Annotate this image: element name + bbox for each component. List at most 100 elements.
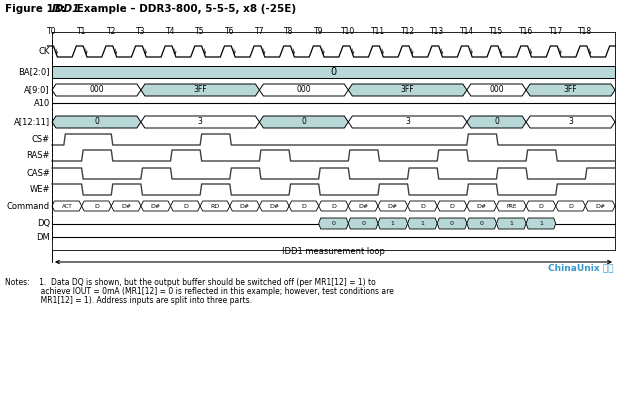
Polygon shape: [260, 84, 349, 96]
Bar: [52, 66, 615, 78]
Text: T15: T15: [489, 27, 503, 36]
Text: 0: 0: [494, 117, 499, 126]
Text: T4: T4: [166, 27, 176, 36]
Polygon shape: [437, 218, 467, 229]
Text: D#: D#: [240, 203, 250, 208]
Polygon shape: [349, 116, 467, 128]
Text: Command: Command: [7, 202, 50, 211]
Text: RAS#: RAS#: [26, 151, 50, 160]
Polygon shape: [556, 201, 586, 211]
Text: D: D: [183, 203, 187, 208]
Text: T13: T13: [430, 27, 445, 36]
Polygon shape: [437, 201, 467, 211]
Text: T16: T16: [519, 27, 533, 36]
Polygon shape: [526, 116, 615, 128]
Text: T6: T6: [225, 27, 234, 36]
Polygon shape: [378, 218, 408, 229]
Text: A[12:11]: A[12:11]: [14, 117, 50, 126]
Polygon shape: [171, 201, 200, 211]
Text: T14: T14: [460, 27, 474, 36]
Text: achieve IOUT = 0mA (MR1[12] = 0 is reflected in this example; however, test cond: achieve IOUT = 0mA (MR1[12] = 0 is refle…: [5, 287, 394, 296]
Text: T10: T10: [341, 27, 356, 36]
Text: T18: T18: [578, 27, 593, 36]
Text: 0: 0: [480, 221, 483, 226]
Polygon shape: [378, 201, 408, 211]
Text: 3: 3: [198, 117, 203, 126]
Polygon shape: [349, 84, 467, 96]
Text: DM: DM: [36, 233, 50, 243]
Polygon shape: [467, 201, 497, 211]
Text: PRE: PRE: [506, 203, 517, 208]
Polygon shape: [526, 218, 556, 229]
Polygon shape: [111, 201, 141, 211]
Text: T3: T3: [136, 27, 145, 36]
Text: T2: T2: [107, 27, 116, 36]
Polygon shape: [497, 201, 526, 211]
Polygon shape: [289, 201, 319, 211]
Text: 3FF: 3FF: [401, 86, 414, 94]
Text: CK: CK: [39, 47, 50, 56]
Polygon shape: [467, 116, 526, 128]
Text: 3FF: 3FF: [193, 86, 207, 94]
Polygon shape: [467, 84, 526, 96]
Polygon shape: [260, 116, 349, 128]
Polygon shape: [52, 201, 82, 211]
Text: IDD1 measurement loop: IDD1 measurement loop: [282, 247, 385, 256]
Polygon shape: [229, 201, 260, 211]
Text: 0: 0: [361, 221, 365, 226]
Polygon shape: [408, 218, 437, 229]
Text: 0: 0: [330, 67, 337, 77]
Polygon shape: [526, 84, 615, 96]
Text: T7: T7: [255, 27, 264, 36]
Text: T8: T8: [285, 27, 293, 36]
Text: D: D: [420, 203, 425, 208]
Text: ACT: ACT: [61, 203, 72, 208]
Text: 000: 000: [489, 86, 503, 94]
Polygon shape: [349, 201, 378, 211]
Text: 3: 3: [568, 117, 573, 126]
Text: 1: 1: [509, 221, 514, 226]
Polygon shape: [200, 201, 229, 211]
Text: D: D: [568, 203, 573, 208]
Text: D#: D#: [595, 203, 605, 208]
Text: Notes:    1.  Data DQ is shown, but the output buffer should be switched off (pe: Notes: 1. Data DQ is shown, but the outp…: [5, 278, 376, 287]
Text: 000: 000: [89, 86, 103, 94]
Polygon shape: [82, 201, 111, 211]
Text: ChinaUnix 博客: ChinaUnix 博客: [547, 263, 613, 272]
Polygon shape: [141, 84, 260, 96]
Text: 1: 1: [539, 221, 543, 226]
Text: D#: D#: [150, 203, 161, 208]
Text: D#: D#: [358, 203, 368, 208]
Text: 1: 1: [421, 221, 424, 226]
Text: D#: D#: [477, 203, 487, 208]
Text: D: D: [331, 203, 336, 208]
Polygon shape: [141, 201, 171, 211]
Text: Example – DDR3-800, 5-5-5, x8 (-25E): Example – DDR3-800, 5-5-5, x8 (-25E): [73, 4, 296, 14]
Polygon shape: [467, 218, 497, 229]
Text: D#: D#: [387, 203, 398, 208]
Text: BA[2:0]: BA[2:0]: [19, 67, 50, 76]
Text: WE#: WE#: [29, 185, 50, 194]
Text: RD: RD: [211, 203, 219, 208]
Polygon shape: [141, 116, 260, 128]
Text: 3: 3: [405, 117, 410, 126]
Text: 0: 0: [94, 117, 99, 126]
Polygon shape: [319, 201, 349, 211]
Text: D: D: [450, 203, 455, 208]
Text: IDD1: IDD1: [52, 4, 80, 14]
Text: D: D: [94, 203, 99, 208]
Text: T1: T1: [77, 27, 87, 36]
Text: D#: D#: [269, 203, 279, 208]
Polygon shape: [52, 84, 141, 96]
Text: 0: 0: [332, 221, 335, 226]
Text: 0: 0: [450, 221, 454, 226]
Text: A10: A10: [34, 99, 50, 109]
Text: CS#: CS#: [32, 135, 50, 144]
Polygon shape: [319, 218, 349, 229]
Polygon shape: [408, 201, 437, 211]
Polygon shape: [52, 116, 141, 128]
Text: MR1[12] = 1). Address inputs are split into three parts.: MR1[12] = 1). Address inputs are split i…: [5, 296, 252, 305]
Text: CAS#: CAS#: [26, 169, 50, 178]
Text: 0: 0: [302, 117, 307, 126]
Text: T11: T11: [371, 27, 385, 36]
